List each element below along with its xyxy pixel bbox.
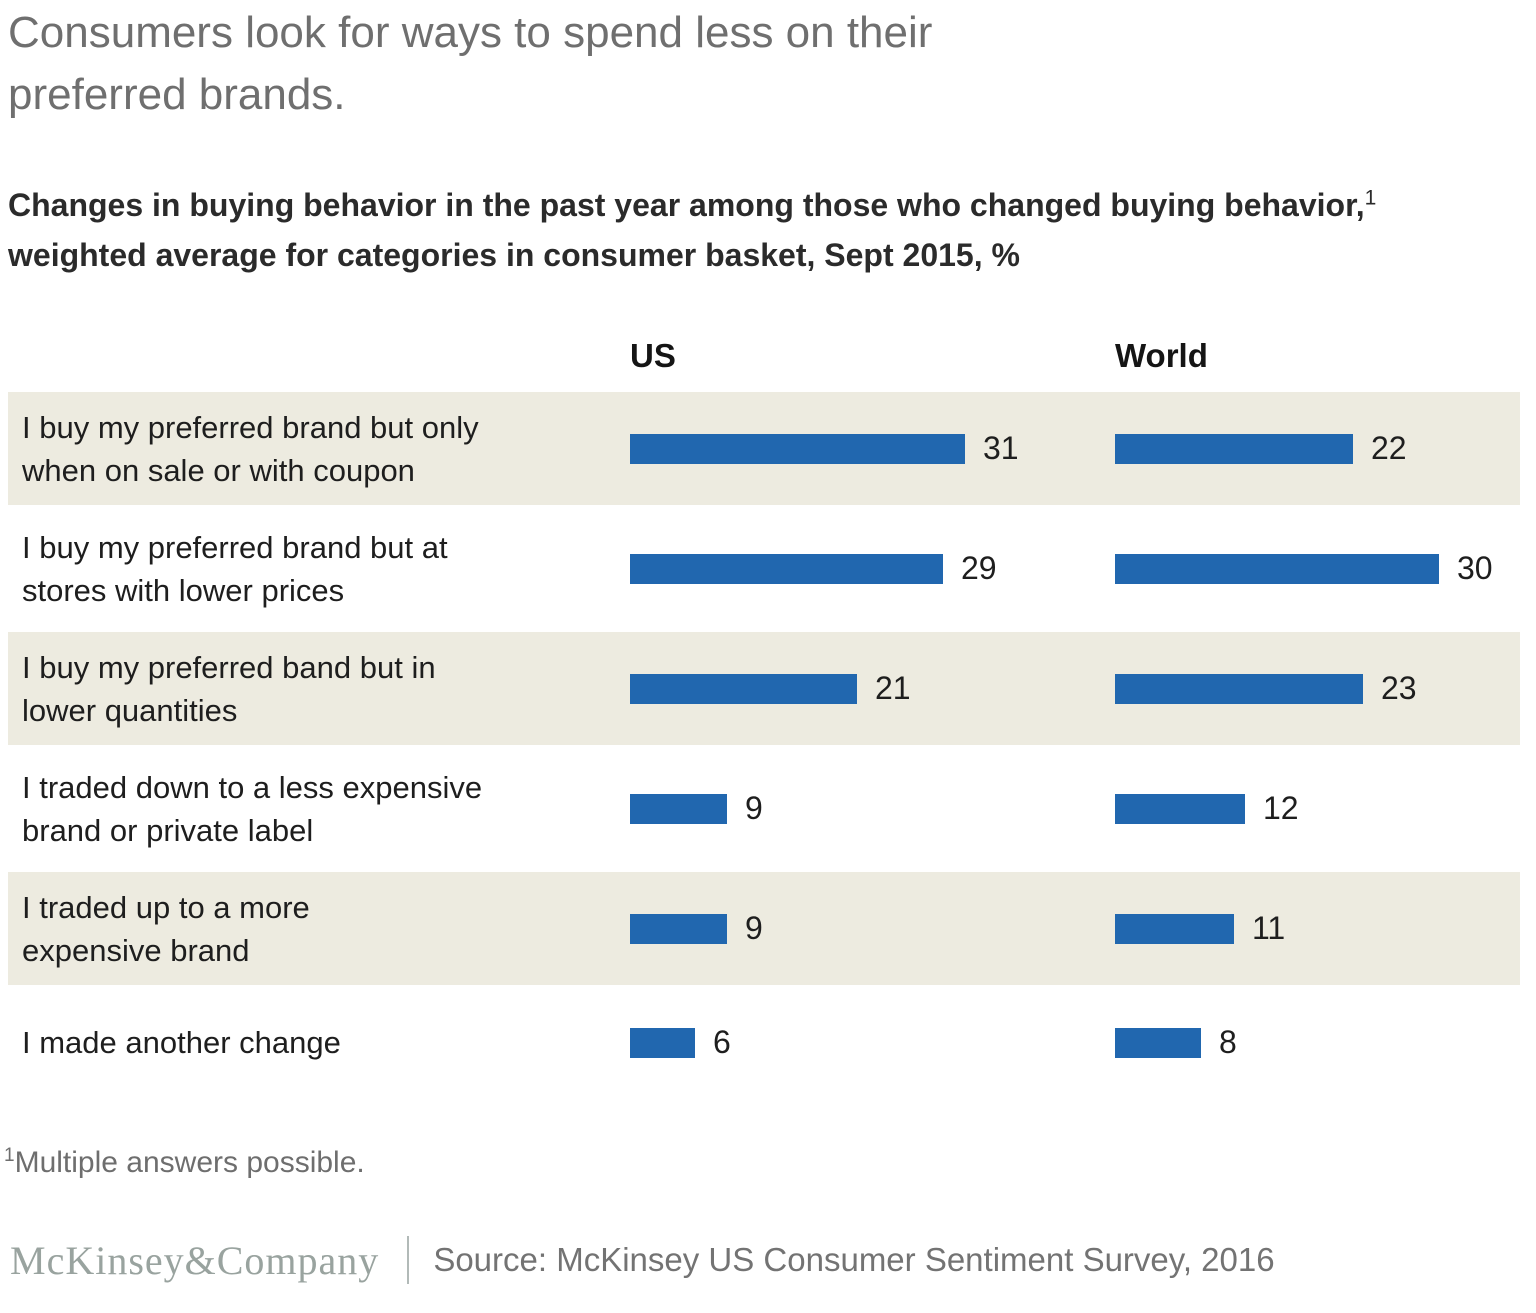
- row-label: I made another change: [22, 1025, 341, 1060]
- footer: McKinsey&Company Source: McKinsey US Con…: [10, 1236, 1275, 1284]
- footer-divider: [407, 1236, 410, 1284]
- us-bar-cell: 31: [630, 430, 1115, 467]
- table-row: I buy my preferred brand but only when o…: [8, 392, 1520, 505]
- column-headers: US World: [0, 337, 1536, 377]
- us-bar: [630, 433, 965, 464]
- bar-chart: I buy my preferred brand but only when o…: [8, 392, 1520, 1100]
- column-header-us: US: [630, 337, 676, 374]
- us-bar-cell: 29: [630, 550, 1115, 587]
- world-bar: [1115, 793, 1245, 824]
- world-bar: [1115, 913, 1234, 944]
- world-value-label: 30: [1457, 550, 1493, 586]
- subtitle-footnote-marker: 1: [1364, 186, 1377, 210]
- world-bar: [1115, 433, 1353, 464]
- mckinsey-logo: McKinsey&Company: [10, 1237, 380, 1283]
- world-value-label: 11: [1252, 910, 1286, 946]
- chart-subtitle: Changes in buying behavior in the past y…: [8, 180, 1376, 280]
- world-bar-cell: 12: [1115, 790, 1520, 827]
- row-label: I buy my preferred band but in lower qua…: [22, 649, 436, 728]
- us-value-label: 31: [983, 430, 1019, 466]
- row-label: I traded up to a more expensive brand: [22, 889, 310, 968]
- us-bar-cell: 6: [630, 1024, 1115, 1061]
- world-value-label: 23: [1381, 670, 1417, 706]
- us-bar-cell: 9: [630, 790, 1115, 827]
- row-label: I buy my preferred brand but only when o…: [22, 409, 479, 488]
- row-label: I buy my preferred brand but at stores w…: [22, 529, 448, 608]
- table-row: I buy my preferred brand but at stores w…: [8, 505, 1520, 632]
- us-value-label: 9: [745, 790, 763, 826]
- us-bar: [630, 553, 943, 584]
- us-value-label: 6: [713, 1024, 731, 1060]
- world-bar-cell: 23: [1115, 670, 1520, 707]
- table-row: I traded down to a less expensive brand …: [8, 745, 1520, 872]
- world-bar-cell: 11: [1115, 910, 1520, 947]
- footnote: 1Multiple answers possible.: [4, 1146, 365, 1180]
- us-bar-cell: 9: [630, 910, 1115, 947]
- world-bar-cell: 8: [1115, 1024, 1520, 1061]
- us-bar: [630, 1027, 695, 1058]
- footnote-marker: 1: [4, 1145, 15, 1166]
- subtitle-text-line1: Changes in buying behavior in the past y…: [8, 187, 1365, 223]
- us-value-label: 21: [875, 670, 911, 706]
- world-bar: [1115, 673, 1363, 704]
- table-row: I buy my preferred band but in lower qua…: [8, 632, 1520, 745]
- world-bar: [1115, 1027, 1201, 1058]
- table-row: I made another change 6 8: [8, 985, 1520, 1100]
- us-bar-cell: 21: [630, 670, 1115, 707]
- us-bar: [630, 913, 727, 944]
- source-text: Source: McKinsey US Consumer Sentiment S…: [433, 1241, 1275, 1278]
- world-bar-cell: 30: [1115, 550, 1520, 587]
- world-bar: [1115, 553, 1439, 584]
- world-value-label: 22: [1371, 430, 1407, 466]
- subtitle-text-line2: weighted average for categories in consu…: [8, 237, 1020, 273]
- column-header-world: World: [1115, 337, 1208, 374]
- us-value-label: 29: [961, 550, 997, 586]
- world-value-label: 8: [1219, 1024, 1237, 1060]
- world-value-label: 12: [1263, 790, 1299, 826]
- page-title: Consumers look for ways to spend less on…: [8, 8, 933, 119]
- footnote-text: Multiple answers possible.: [14, 1146, 365, 1179]
- us-bar: [630, 673, 857, 704]
- us-bar: [630, 793, 727, 824]
- us-value-label: 9: [745, 910, 763, 946]
- row-label: I traded down to a less expensive brand …: [22, 769, 483, 848]
- world-bar-cell: 22: [1115, 430, 1520, 467]
- table-row: I traded up to a more expensive brand 9 …: [8, 872, 1520, 985]
